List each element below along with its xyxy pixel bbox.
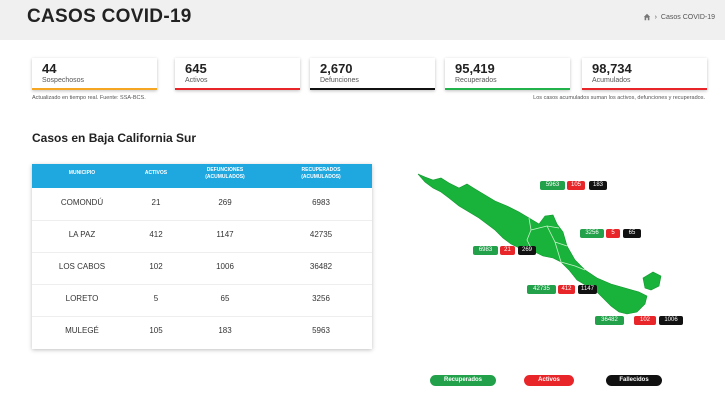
municipality-border [526, 217, 586, 271]
column-header-recuperados: RECUPERADOS (ACUMULADOS) [270, 167, 372, 181]
cell-municipio: LORETO [65, 294, 99, 303]
stat-label: Sospechosos [42, 77, 85, 84]
table-row: LORETO 5 65 3256 [32, 284, 372, 317]
stat-value: 95,419 [455, 61, 495, 76]
cell-recuperados: 36482 [309, 262, 333, 271]
map-label-comondu-recuperados: 6983 [473, 246, 498, 255]
map-label-loreto-recuperados: 3256 [580, 229, 604, 238]
map-label-comondu-activos: 21 [500, 246, 515, 255]
cell-activos: 5 [153, 294, 159, 303]
stat-card-defunciones: 2,670 Defunciones [310, 58, 435, 90]
cell-defunciones: 183 [218, 326, 232, 335]
page-title: CASOS COVID-19 [27, 6, 192, 27]
cell-municipio: LA PAZ [68, 230, 96, 239]
stat-accent-bar [32, 88, 157, 90]
table-row: LA PAZ 412 1147 42735 [32, 220, 372, 253]
cell-defunciones: 269 [218, 198, 232, 207]
stat-accent-bar [175, 88, 300, 90]
accumulated-note: Los casos acumulados suman los activos, … [533, 95, 705, 101]
cell-recuperados: 6983 [312, 198, 330, 207]
stat-value: 44 [42, 61, 57, 76]
stat-card-recuperados: 95,419 Recuperados [445, 58, 570, 90]
map-label-la-paz-activos: 412 [558, 285, 575, 294]
cell-defunciones: 1147 [216, 230, 234, 239]
baja-california-sur-map [417, 173, 662, 315]
column-header-recuperados-line2: (ACUMULADOS) [301, 174, 341, 180]
stat-value: 2,670 [320, 61, 353, 76]
stat-card-activos: 645 Activos [175, 58, 300, 90]
stat-label: Recuperados [455, 77, 497, 84]
map-label-comondu-fallecidos: 269 [518, 246, 536, 255]
map-label-los-cabos-activos: 102 [634, 316, 656, 325]
cell-recuperados: 42735 [309, 230, 333, 239]
mainland-coast-icon [642, 271, 662, 291]
stat-label: Activos [185, 77, 208, 84]
table-row: MULEGÉ 105 183 5963 [32, 316, 372, 348]
column-header-municipio: MUNICIPIO [68, 170, 96, 176]
cell-defunciones: 1006 [216, 262, 234, 271]
legend-recuperados: Recuperados [430, 375, 496, 386]
cell-municipio: COMONDÚ [60, 198, 104, 207]
column-header-defunciones-line1: DEFUNCIONES [206, 167, 244, 173]
breadcrumb-current: Casos COVID-19 [660, 13, 715, 21]
table-row: COMONDÚ 21 269 6983 [32, 188, 372, 221]
map-label-loreto-activos: 5 [606, 229, 620, 238]
state-outline [417, 173, 648, 315]
column-header-defunciones-line2: (ACUMULADOS) [205, 174, 245, 180]
table-header: MUNICIPIO ACTIVOS DEFUNCIONES (ACUMULADO… [32, 164, 372, 188]
page-header: CASOS COVID-19 › Casos COVID-19 [0, 0, 725, 40]
legend-activos: Activos [524, 375, 574, 386]
map-label-loreto-fallecidos: 65 [623, 229, 641, 238]
stat-accent-bar [445, 88, 570, 90]
breadcrumb: › Casos COVID-19 [643, 13, 715, 21]
map-label-mulege-activos: 105 [567, 181, 585, 190]
cell-activos: 105 [149, 326, 163, 335]
column-header-recuperados-line1: RECUPERADOS [301, 167, 341, 173]
home-icon[interactable] [643, 13, 651, 21]
cell-activos: 21 [151, 198, 161, 207]
section-title: Casos en Baja California Sur [32, 131, 197, 145]
stat-card-acumulados: 98,734 Acumulados [582, 58, 707, 90]
column-header-defunciones: DEFUNCIONES (ACUMULADOS) [180, 167, 270, 181]
table-row: LOS CABOS 102 1006 36482 [32, 252, 372, 285]
stat-label: Acumulados [592, 77, 631, 84]
cell-activos: 412 [149, 230, 163, 239]
stat-accent-bar [310, 88, 435, 90]
breadcrumb-separator: › [654, 13, 657, 21]
map-label-los-cabos-fallecidos: 1006 [659, 316, 683, 325]
map-label-los-cabos-recuperados: 36482 [595, 316, 624, 325]
municipios-table: MUNICIPIO ACTIVOS DEFUNCIONES (ACUMULADO… [32, 164, 372, 349]
map-label-la-paz-recuperados: 42735 [527, 285, 556, 294]
stat-value: 645 [185, 61, 207, 76]
cell-activos: 102 [149, 262, 163, 271]
map-label-la-paz-fallecidos: 1147 [578, 285, 597, 294]
cell-municipio: MULEGÉ [65, 326, 99, 335]
stat-label: Defunciones [320, 77, 359, 84]
cell-municipio: LOS CABOS [58, 262, 106, 271]
cell-defunciones: 65 [220, 294, 230, 303]
map-label-mulege-recuperados: 5963 [540, 181, 565, 190]
map-label-mulege-fallecidos: 183 [589, 181, 607, 190]
column-header-activos: ACTIVOS [144, 170, 168, 176]
cell-recuperados: 3256 [312, 294, 330, 303]
legend-fallecidos: Fallecidos [606, 375, 662, 386]
cell-recuperados: 5963 [312, 326, 330, 335]
stat-value: 98,734 [592, 61, 632, 76]
stat-card-sospechosos: 44 Sospechosos [32, 58, 157, 90]
update-note: Actualizado en tiempo real. Fuente: SSA-… [32, 95, 146, 101]
stat-accent-bar [582, 88, 707, 90]
